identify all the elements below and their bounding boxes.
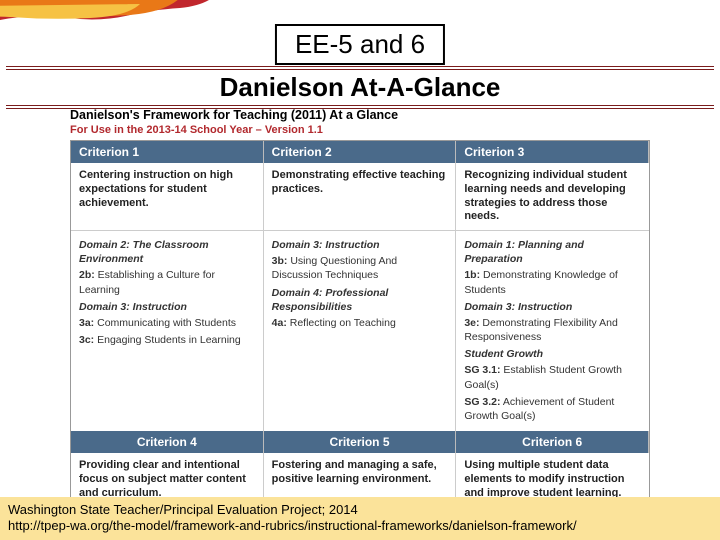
footer-line2: http://tpep-wa.org/the-model/framework-a… bbox=[8, 518, 712, 534]
page-title: Danielson At-A-Glance bbox=[220, 72, 501, 102]
criterion-3-body: Domain 1: Planning and Preparation1b: De… bbox=[456, 231, 649, 431]
framework-subheading: For Use in the 2013-14 School Year – Ver… bbox=[70, 124, 650, 136]
ee-label-box: EE-5 and 6 bbox=[275, 24, 445, 65]
title-band: Danielson At-A-Glance bbox=[6, 62, 714, 113]
footer-citation: Washington State Teacher/Principal Evalu… bbox=[0, 497, 720, 540]
footer-line1: Washington State Teacher/Principal Evalu… bbox=[8, 502, 712, 518]
criterion-2-desc: Demonstrating effective teaching practic… bbox=[264, 163, 457, 231]
criterion-6-header: Criterion 6 bbox=[456, 431, 649, 453]
criterion-3-header: Criterion 3 bbox=[456, 141, 649, 163]
criterion-2-header: Criterion 2 bbox=[264, 141, 457, 163]
criterion-1-header: Criterion 1 bbox=[71, 141, 264, 163]
criterion-2-body: Domain 3: Instruction3b: Using Questioni… bbox=[264, 231, 457, 431]
header-decoration bbox=[0, 0, 240, 50]
criterion-5-header: Criterion 5 bbox=[264, 431, 457, 453]
framework-table: Danielson's Framework for Teaching (2011… bbox=[70, 108, 650, 508]
framework-heading: Danielson's Framework for Teaching (2011… bbox=[70, 108, 650, 122]
criterion-1-body: Domain 2: The Classroom Environment2b: E… bbox=[71, 231, 264, 431]
criterion-3-desc: Recognizing individual student learning … bbox=[456, 163, 649, 231]
criterion-1-desc: Centering instruction on high expectatio… bbox=[71, 163, 264, 231]
criterion-4-header: Criterion 4 bbox=[71, 431, 264, 453]
